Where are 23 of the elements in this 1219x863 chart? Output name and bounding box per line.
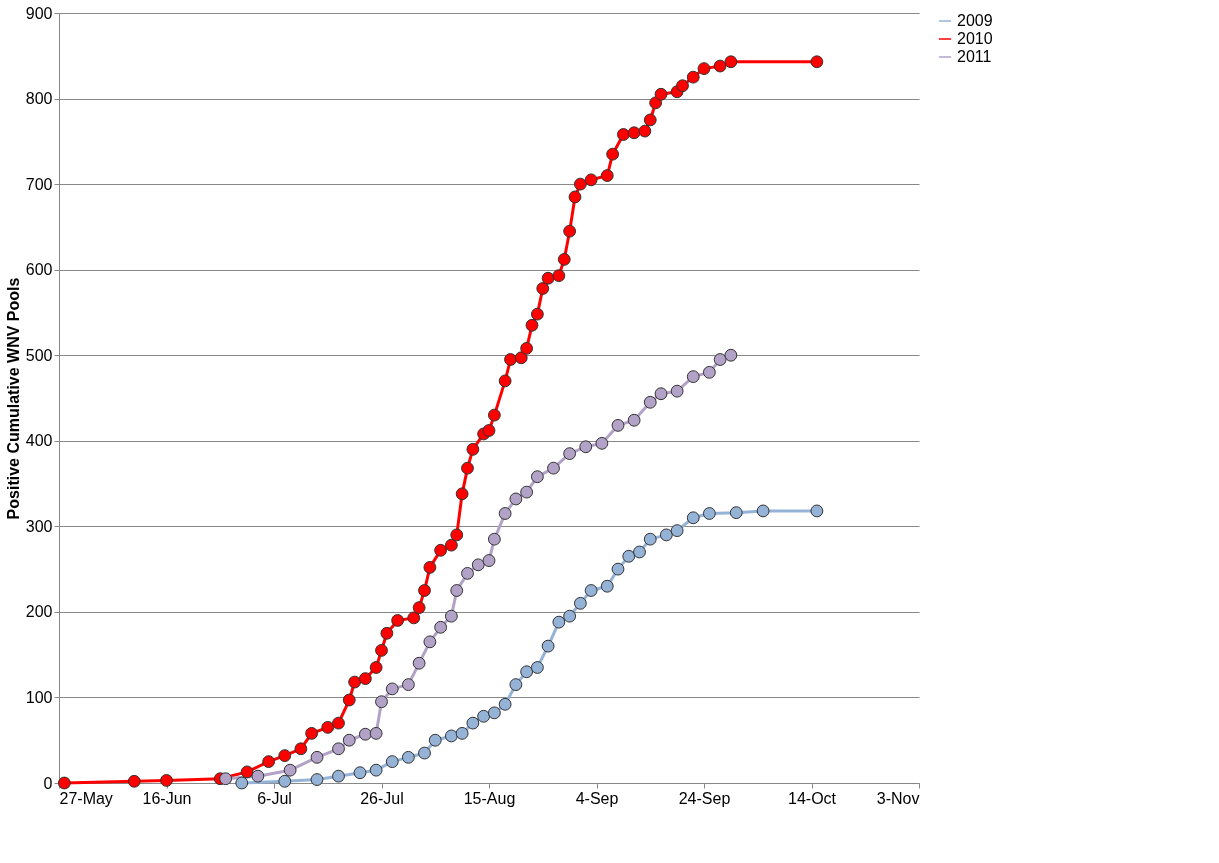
y-tick-label: 400 bbox=[25, 432, 53, 450]
legend-label: 2010 bbox=[957, 30, 993, 47]
x-tick-label: 26-Jul bbox=[360, 789, 404, 807]
y-tick-label: 300 bbox=[25, 517, 53, 535]
x-tick-label: 14-Oct bbox=[787, 789, 837, 807]
x-tick-label: 3-Nov bbox=[876, 789, 920, 807]
y-tick-label: 0 bbox=[43, 774, 53, 792]
x-tick-label: 24-Sep bbox=[678, 789, 731, 807]
x-tick-label: 4-Sep bbox=[575, 789, 619, 807]
x-tick-label: 6-Jul bbox=[257, 789, 292, 807]
y-tick-label: 800 bbox=[25, 90, 53, 108]
legend-label: 2011 bbox=[957, 48, 992, 65]
x-tick-label: 27-May bbox=[59, 789, 113, 807]
y-tick-label: 700 bbox=[25, 175, 53, 193]
legend-label: 2009 bbox=[957, 12, 993, 29]
y-tick-label: 500 bbox=[25, 346, 53, 364]
y-tick-label: 600 bbox=[25, 261, 53, 279]
x-tick-label: 16-Jun bbox=[142, 789, 192, 807]
y-tick-label: 900 bbox=[25, 4, 53, 22]
x-tick-label: 15-Aug bbox=[463, 789, 516, 807]
y-tick-label: 100 bbox=[25, 688, 53, 706]
y-axis-title: Positive Cumulative WNV Pools bbox=[4, 277, 22, 520]
y-tick-label: 200 bbox=[25, 603, 53, 621]
